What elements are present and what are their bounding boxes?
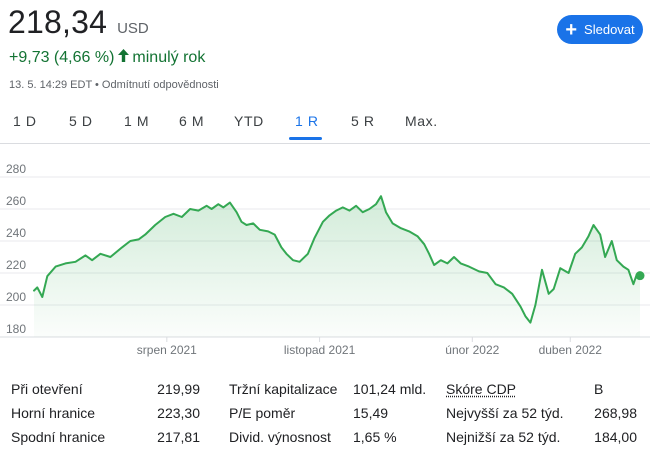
currency-label: USD: [117, 20, 149, 37]
y-tick-label: 220: [6, 258, 26, 272]
stat-label-dividend: Divid. výnosnost: [229, 429, 331, 445]
divider: [0, 143, 650, 144]
stat-value-52w-high: 268,98: [594, 405, 637, 421]
tab-max[interactable]: Max.: [405, 113, 438, 129]
y-tick-label: 280: [6, 162, 26, 176]
follow-button[interactable]: + Sledovat: [557, 15, 643, 44]
current-price: 218,34: [8, 4, 108, 40]
stat-value-pe: 15,49: [353, 405, 389, 421]
stat-label-high: Horní hranice: [11, 405, 96, 421]
last-price-dot: [635, 271, 645, 281]
stat-value-low: 217,81: [157, 429, 200, 445]
price-chart[interactable]: 180 200 220 240 260 280 srpen 2021 listopad 202…: [0, 150, 650, 372]
stat-value-market-cap: 101,24 mld.: [353, 381, 427, 397]
y-tick-label: 180: [6, 322, 26, 336]
stat-label-52w-low: Nejnižší za 52 týd.: [446, 429, 561, 445]
y-tick-label: 240: [6, 226, 26, 240]
x-tick-label: duben 2022: [539, 343, 603, 357]
stat-value-high: 223,30: [157, 405, 200, 421]
tab-1r[interactable]: 1 R: [295, 113, 319, 129]
price-row: 218,34 USD: [8, 4, 149, 41]
tab-5r[interactable]: 5 R: [351, 113, 375, 129]
plus-icon: +: [565, 18, 578, 41]
change-period: minulý rok: [132, 49, 206, 66]
y-tick-label: 260: [6, 194, 26, 208]
stat-label-low: Spodní hranice: [11, 429, 106, 445]
timestamp-disclaimer: 13. 5. 14:29 EDT • Odmítnutí odpovědnost…: [9, 79, 219, 91]
change-value: +9,73 (4,66 %): [9, 49, 115, 66]
stat-value-open: 219,99: [157, 381, 200, 397]
stat-label-cdp[interactable]: Skóre CDP: [446, 381, 517, 397]
x-tick-label: srpen 2021: [137, 343, 197, 357]
stat-label-52w-high: Nejvyšší za 52 týd.: [446, 405, 564, 421]
tab-1d[interactable]: 1 D: [13, 113, 37, 129]
stat-value-52w-low: 184,00: [594, 429, 637, 445]
stat-label-open: Při otevření: [11, 381, 83, 397]
x-tick-label: listopad 2021: [284, 343, 356, 357]
follow-label: Sledovat: [584, 22, 635, 37]
tab-6m[interactable]: 6 M: [179, 113, 205, 129]
series-line: [33, 195, 641, 324]
series-area: [34, 196, 640, 337]
tab-ytd[interactable]: YTD: [234, 113, 264, 129]
stat-value-cdp: B: [594, 381, 604, 397]
stat-label-pe: P/E poměr: [229, 405, 296, 421]
y-tick-label: 200: [6, 290, 26, 304]
stat-value-dividend: 1,65 %: [353, 429, 397, 445]
tab-1m[interactable]: 1 M: [124, 113, 150, 129]
arrow-up-icon: [118, 49, 130, 67]
stat-label-market-cap: Tržní kapitalizace: [229, 381, 338, 397]
price-change: +9,73 (4,66 %) minulý rok: [9, 49, 205, 67]
tab-5d[interactable]: 5 D: [69, 113, 93, 129]
active-tab-indicator: [289, 137, 322, 140]
x-tick-label: únor 2022: [445, 343, 499, 357]
